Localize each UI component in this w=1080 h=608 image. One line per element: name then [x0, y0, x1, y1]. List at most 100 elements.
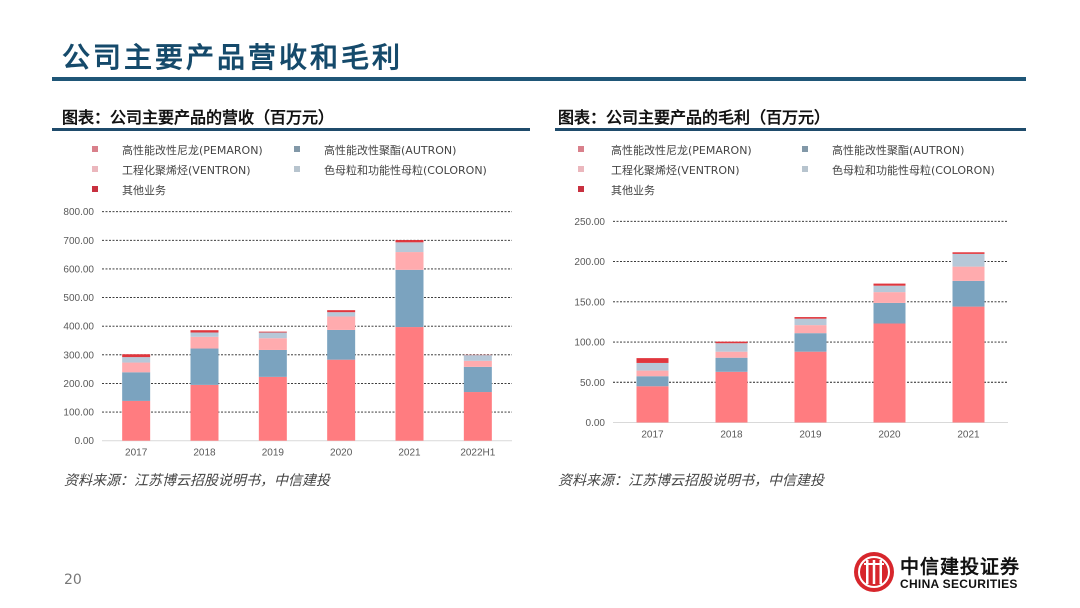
- profit-y-tick-label: 0.00: [586, 418, 606, 429]
- legend-swatch: [92, 186, 98, 192]
- profit-bar-segment: [794, 351, 827, 423]
- profit-y-tick-label: 50.00: [580, 378, 605, 389]
- revenue-y-tick-label: 400.00: [63, 322, 94, 333]
- logo-chinese-text: 中信建投证券: [900, 556, 1021, 578]
- profit-source-note: 资料来源：江苏博云招股说明书，中信建投: [558, 473, 824, 489]
- citic-logo-icon: [854, 552, 894, 592]
- legend-swatch: [294, 166, 300, 172]
- revenue-y-tick-label: 300.00: [63, 350, 94, 361]
- profit-section-divider: [555, 128, 1026, 131]
- logo-english-text: CHINA SECURITIES: [900, 577, 1018, 591]
- company-logo: 中信建投证券 CHINA SECURITIES: [852, 550, 1032, 594]
- revenue-bar-segment: [395, 240, 424, 243]
- revenue-bar-segment: [395, 252, 424, 270]
- legend-label: 高性能改性尼龙(PEMARON): [122, 144, 263, 157]
- profit-x-tick-label: 2019: [799, 430, 822, 441]
- legend-swatch: [802, 146, 808, 152]
- profit-x-tick-label: 2017: [641, 430, 664, 441]
- revenue-bar-segment: [258, 338, 287, 350]
- revenue-bar-segment: [190, 330, 219, 333]
- profit-bar-segment: [715, 351, 748, 358]
- revenue-legend: 高性能改性尼龙(PEMARON) 高性能改性聚酯(AUTRON) 工程化聚烯烃(…: [92, 142, 532, 202]
- profit-bar-segment: [636, 358, 669, 363]
- profit-x-tick-label: 2018: [720, 430, 743, 441]
- legend-label: 工程化聚烯烃(VENTRON): [611, 164, 740, 177]
- profit-x-tick-label: 2020: [878, 430, 901, 441]
- revenue-bar-segment: [327, 310, 356, 313]
- profit-bar-segment: [715, 341, 748, 344]
- profit-bar-segment: [794, 333, 827, 352]
- revenue-y-tick-label: 100.00: [63, 408, 94, 419]
- profit-bar-segment: [873, 302, 906, 324]
- revenue-bar-segment: [327, 329, 356, 360]
- revenue-bar-segment: [327, 359, 356, 441]
- legend-label: 其他业务: [611, 184, 655, 197]
- revenue-x-tick-label: 2018: [193, 448, 216, 459]
- profit-bar-segment: [873, 292, 906, 303]
- revenue-bar-segment: [190, 336, 219, 349]
- revenue-bar-segment: [190, 384, 219, 441]
- legend-label: 高性能改性尼龙(PEMARON): [611, 144, 752, 157]
- profit-y-tick-label: 150.00: [574, 297, 605, 308]
- profit-bar-segment: [715, 357, 748, 372]
- revenue-bar-segment: [122, 372, 151, 401]
- legend-label: 色母粒和功能性母粒(COLORON): [832, 164, 995, 177]
- revenue-bar-segment: [258, 376, 287, 441]
- revenue-bar-segment: [190, 332, 219, 337]
- revenue-bar-segment: [327, 312, 356, 317]
- revenue-x-tick-label: 2022H1: [460, 448, 495, 459]
- legend-swatch: [92, 166, 98, 172]
- revenue-source-note: 资料来源：江苏博云招股说明书，中信建投: [64, 473, 330, 489]
- profit-bar-segment: [636, 362, 669, 371]
- profit-bar-segment: [873, 285, 906, 293]
- profit-bar-segment: [636, 386, 669, 423]
- profit-legend: 高性能改性尼龙(PEMARON) 高性能改性聚酯(AUTRON) 工程化聚烯烃(…: [578, 142, 1018, 202]
- profit-bar-segment: [636, 370, 669, 377]
- legend-swatch: [294, 146, 300, 152]
- profit-bar-segment: [715, 371, 748, 423]
- revenue-bar-segment: [463, 392, 492, 441]
- revenue-y-tick-label: 800.00: [63, 207, 94, 218]
- revenue-x-tick-label: 2020: [330, 448, 353, 459]
- revenue-y-tick-label: 600.00: [63, 264, 94, 275]
- revenue-x-tick-label: 2019: [262, 448, 285, 459]
- revenue-bar-segment: [122, 400, 151, 441]
- profit-bar-segment: [873, 323, 906, 423]
- legend-swatch: [578, 146, 584, 152]
- revenue-bar-segment: [258, 349, 287, 377]
- legend-label: 高性能改性聚酯(AUTRON): [324, 144, 457, 157]
- profit-bar-segment: [794, 317, 827, 319]
- revenue-bar-segment: [395, 242, 424, 253]
- legend-swatch: [92, 146, 98, 152]
- revenue-chart-title: 图表：公司主要产品的营收（百万元）: [62, 108, 335, 127]
- revenue-bar-segment: [122, 362, 151, 373]
- revenue-bar-segment: [190, 348, 219, 385]
- profit-y-tick-label: 200.00: [574, 257, 605, 268]
- profit-y-tick-label: 250.00: [574, 217, 605, 228]
- profit-bar-segment: [952, 280, 985, 307]
- legend-label: 工程化聚烯烃(VENTRON): [122, 164, 251, 177]
- profit-bar-segment: [794, 325, 827, 334]
- revenue-bar-segment: [463, 366, 492, 393]
- legend-label: 高性能改性聚酯(AUTRON): [832, 144, 965, 157]
- legend-label: 色母粒和功能性母粒(COLORON): [324, 164, 487, 177]
- revenue-bar-segment: [258, 332, 287, 339]
- profit-bar-segment: [952, 252, 985, 254]
- profit-y-tick-label: 100.00: [574, 338, 605, 349]
- revenue-y-tick-label: 0.00: [75, 436, 95, 447]
- profit-bar-segment: [715, 343, 748, 352]
- profit-bar-segment: [794, 318, 827, 326]
- revenue-bar-segment: [122, 357, 151, 363]
- revenue-x-tick-label: 2017: [125, 448, 148, 459]
- profit-bar-segment: [952, 266, 985, 281]
- legend-swatch: [802, 166, 808, 172]
- revenue-y-tick-label: 200.00: [63, 379, 94, 390]
- legend-label: 其他业务: [122, 184, 166, 197]
- legend-swatch: [578, 166, 584, 172]
- revenue-y-tick-label: 700.00: [63, 236, 94, 247]
- profit-bar-segment: [873, 283, 906, 286]
- legend-swatch: [578, 186, 584, 192]
- revenue-section-divider: [52, 128, 530, 131]
- profit-bar-segment: [952, 253, 985, 267]
